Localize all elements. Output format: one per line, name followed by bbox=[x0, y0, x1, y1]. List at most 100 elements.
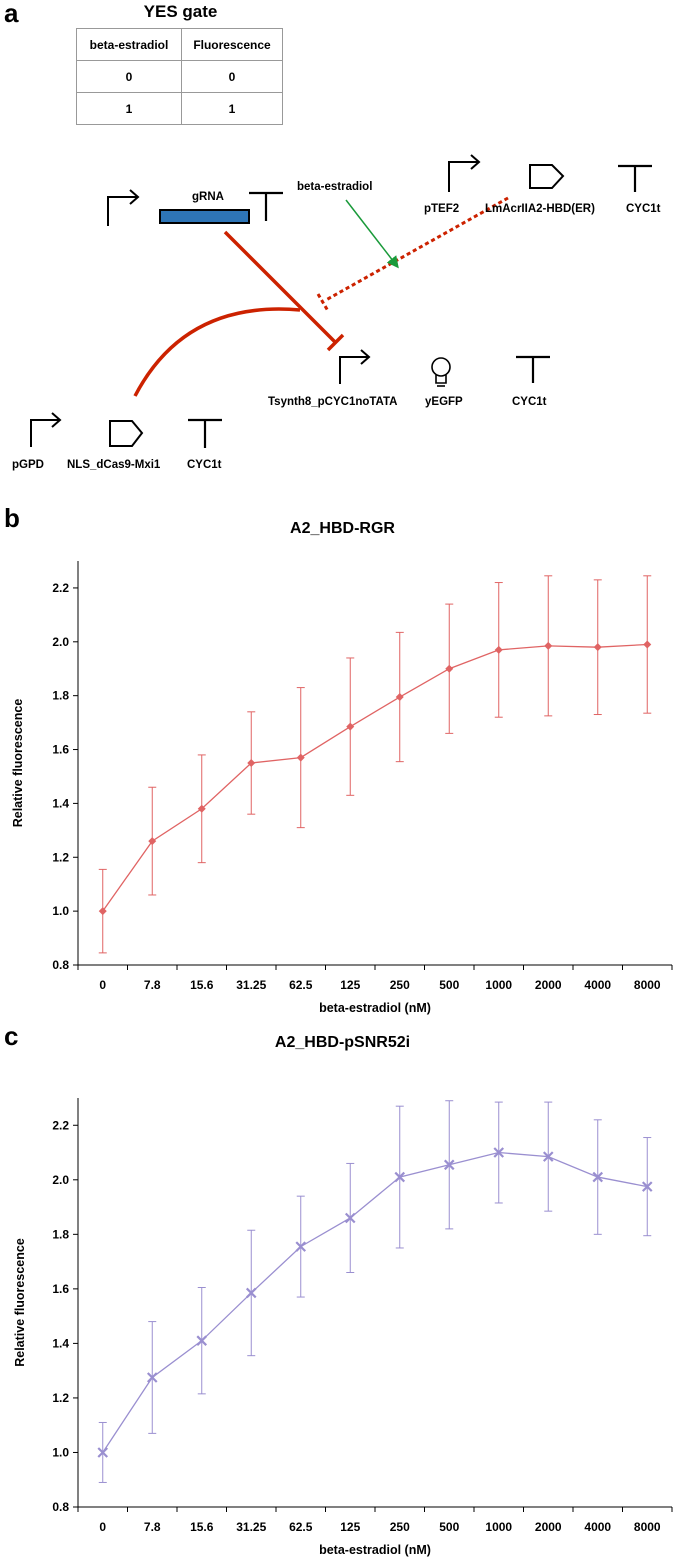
data-point bbox=[196, 1335, 208, 1346]
y-tick-label: 2.2 bbox=[52, 581, 69, 595]
table-header-cell: beta-estradiol bbox=[76, 28, 182, 61]
x-tick-label: 62.5 bbox=[289, 1520, 313, 1534]
label-pgpd: pGPD bbox=[12, 459, 44, 471]
data-point bbox=[493, 1147, 505, 1158]
data-point bbox=[641, 1181, 653, 1192]
promoter-icon-tsynth bbox=[339, 349, 371, 384]
x-tick-label: 31.25 bbox=[236, 978, 266, 992]
data-point bbox=[296, 753, 305, 762]
y-tick-label: 2.0 bbox=[52, 635, 69, 649]
x-axis-label: beta-estradiol (nM) bbox=[319, 1001, 431, 1015]
chart-b: 0.8 1.0 1.2 1.4 1.6 1.8 2.0 2.2 0 7.8 15.6 31.25 62.… bbox=[11, 561, 673, 1015]
terminator-icon-mid bbox=[516, 355, 550, 383]
label-inducer: beta-estradiol bbox=[297, 181, 373, 193]
terminator-icon-bottom bbox=[188, 418, 222, 448]
table-row: 0 0 bbox=[76, 60, 283, 93]
x-tick-label: 125 bbox=[340, 978, 360, 992]
data-point bbox=[98, 907, 107, 916]
x-tick-label: 15.6 bbox=[190, 978, 214, 992]
y-tick-label: 1.4 bbox=[52, 1336, 69, 1350]
table-row: 1 1 bbox=[76, 92, 283, 125]
data-point bbox=[344, 1212, 356, 1224]
y-tick-label: 2.0 bbox=[52, 1173, 69, 1187]
data-point bbox=[197, 804, 206, 813]
x-tick-label: 125 bbox=[340, 1520, 360, 1534]
repression-line-acr bbox=[316, 196, 509, 312]
label-tsynth: Tsynth8_pCYC1noTATA bbox=[268, 396, 398, 408]
table-cell: 0 bbox=[76, 60, 182, 93]
data-point bbox=[445, 664, 454, 673]
y-tick-label: 0.8 bbox=[52, 1500, 69, 1514]
x-tick-label: 500 bbox=[439, 1520, 459, 1534]
y-tick-label: 1.0 bbox=[52, 904, 69, 918]
promoter-icon-ptef2 bbox=[448, 154, 481, 192]
x-tick-label: 7.8 bbox=[144, 1520, 161, 1534]
induction-arrow bbox=[345, 199, 399, 269]
repression-line-grna bbox=[223, 230, 345, 352]
panel-letter-b: b bbox=[4, 503, 20, 533]
y-tick-label: 1.4 bbox=[52, 796, 69, 810]
table-cell: 0 bbox=[181, 60, 283, 93]
y-tick-label: 0.8 bbox=[52, 958, 69, 972]
x-tick-label: 2000 bbox=[535, 978, 562, 992]
y-tick-label: 1.8 bbox=[52, 689, 69, 703]
truth-table-title: YES gate bbox=[143, 2, 218, 21]
chart-title-c: A2_HBD-pSNR52i bbox=[274, 1034, 411, 1051]
label-cyc1t-bottom: CYC1t bbox=[187, 459, 222, 471]
label-grna: gRNA bbox=[192, 191, 224, 203]
y-tick-label: 1.0 bbox=[52, 1445, 69, 1459]
chart-title-b: A2_HBD-RGR bbox=[290, 520, 395, 537]
label-yegfp: yEGFP bbox=[425, 396, 463, 408]
data-point bbox=[394, 1171, 406, 1183]
x-tick-label: 15.6 bbox=[190, 1520, 214, 1534]
lightbulb-icon bbox=[431, 357, 451, 387]
x-tick-label: 0 bbox=[99, 978, 106, 992]
data-point bbox=[245, 1287, 257, 1299]
table-cell: 1 bbox=[181, 92, 283, 125]
label-acr: LmAcrIIA2-HBD(ER) bbox=[485, 203, 595, 215]
data-point bbox=[346, 722, 355, 731]
data-point bbox=[593, 643, 602, 652]
x-tick-label: 0 bbox=[99, 1520, 106, 1534]
series-line bbox=[102, 643, 648, 912]
y-axis-label: Relative fluorescence bbox=[13, 1238, 27, 1367]
label-cyc1t-top: CYC1t bbox=[626, 203, 661, 215]
x-tick-label: 2000 bbox=[535, 1520, 562, 1534]
x-tick-label: 8000 bbox=[634, 1520, 661, 1534]
data-point bbox=[148, 837, 157, 846]
x-tick-label: 4000 bbox=[584, 1520, 611, 1534]
series-line bbox=[102, 1151, 648, 1453]
data-point bbox=[542, 1151, 554, 1162]
x-tick-label: 31.25 bbox=[236, 1520, 266, 1534]
y-tick-label: 1.6 bbox=[52, 1282, 69, 1296]
cds-icon-dcas9 bbox=[109, 420, 144, 447]
x-tick-label: 8000 bbox=[634, 978, 661, 992]
x-tick-label: 4000 bbox=[584, 978, 611, 992]
chart-c: 0.8 1.0 1.2 1.4 1.6 1.8 2.0 2.2 0 7.8 15.6 31.25 62.… bbox=[13, 1098, 673, 1557]
x-axis-label: beta-estradiol (nM) bbox=[319, 1543, 431, 1557]
x-tick-label: 62.5 bbox=[289, 978, 313, 992]
y-tick-label: 2.2 bbox=[52, 1118, 69, 1132]
data-point bbox=[97, 1447, 109, 1458]
data-point bbox=[494, 645, 503, 654]
data-point bbox=[295, 1241, 307, 1252]
data-point bbox=[443, 1159, 455, 1171]
data-point bbox=[592, 1171, 604, 1183]
x-tick-label: 1000 bbox=[485, 978, 512, 992]
panel-letter-c: c bbox=[4, 1021, 19, 1051]
table-header-cell: Fluorescence bbox=[181, 28, 283, 61]
x-tick-label: 7.8 bbox=[144, 978, 161, 992]
table-cell: 1 bbox=[76, 92, 182, 125]
circuit-diagram bbox=[30, 154, 652, 448]
x-tick-label: 250 bbox=[390, 978, 410, 992]
panel-letter-a: a bbox=[4, 0, 19, 28]
promoter-icon-pgpd bbox=[30, 412, 62, 447]
data-point bbox=[247, 759, 256, 767]
data-point bbox=[643, 640, 652, 649]
x-tick-label: 1000 bbox=[485, 1520, 512, 1534]
table-row: beta-estradiol Fluorescence bbox=[76, 28, 283, 61]
label-ptef2: pTEF2 bbox=[424, 203, 460, 215]
repression-curve-dcas9 bbox=[133, 307, 301, 397]
x-tick-label: 500 bbox=[439, 978, 459, 992]
data-point bbox=[544, 641, 553, 650]
